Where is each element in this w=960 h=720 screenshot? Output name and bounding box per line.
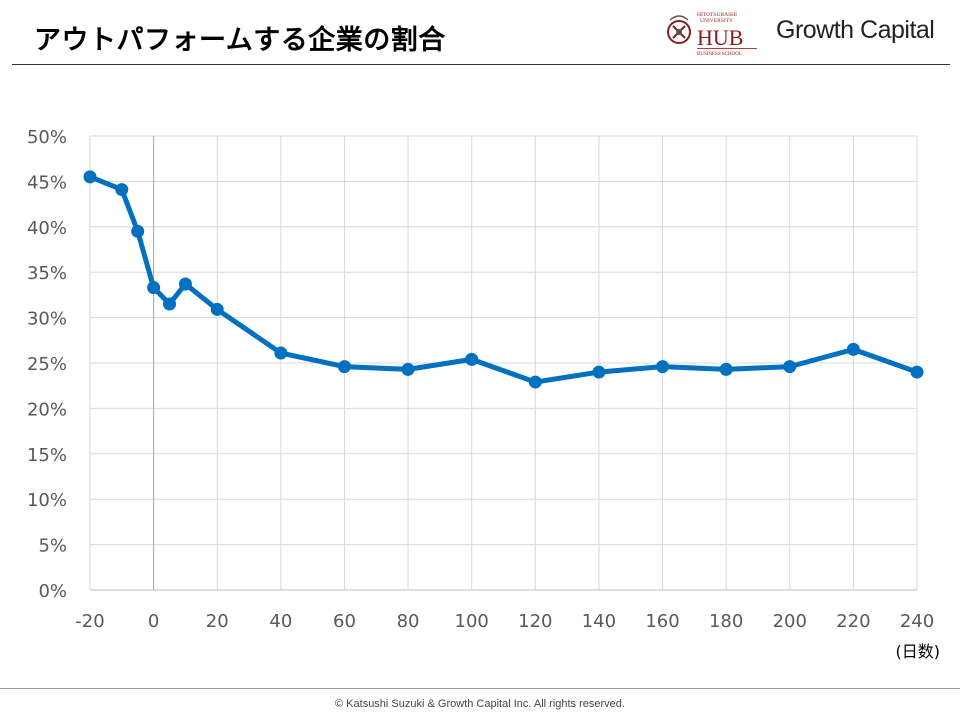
data-point bbox=[210, 302, 224, 316]
data-point bbox=[846, 342, 860, 356]
y-tick-label: 45% bbox=[27, 172, 67, 193]
hub-logo-school: BUSINESS SCHOOL bbox=[697, 52, 742, 57]
series-line bbox=[89, 174, 918, 385]
data-point bbox=[274, 346, 288, 360]
data-point bbox=[163, 297, 177, 311]
crest-icon bbox=[667, 15, 691, 44]
x-tick-label: 100 bbox=[455, 611, 489, 632]
chart-series bbox=[83, 170, 924, 389]
copyright-notice: © Katsushi Suzuki & Growth Capital Inc. … bbox=[335, 698, 625, 710]
line-chart: 0% 5% 10% 15% 20% 25% 30% 35% 40% 45% 50% -20 0 20 40 6… bbox=[27, 127, 941, 661]
y-tick-label: 40% bbox=[27, 218, 67, 239]
footer-divider bbox=[0, 688, 960, 689]
data-point bbox=[131, 224, 145, 238]
x-tick-label: 20 bbox=[206, 611, 229, 632]
x-tick-label: -20 bbox=[75, 611, 104, 632]
y-tick-label: 30% bbox=[27, 309, 67, 330]
data-point bbox=[115, 183, 129, 197]
x-tick-label: 160 bbox=[645, 611, 679, 632]
page-title: アウトパフォームする企業の割合 bbox=[34, 25, 446, 56]
hub-logo-line1: HITOTSUBASHI bbox=[697, 12, 737, 18]
y-tick-label: 10% bbox=[27, 490, 67, 511]
x-tick-label: 80 bbox=[397, 611, 420, 632]
y-tick-label: 20% bbox=[27, 399, 67, 420]
x-tick-label: 220 bbox=[836, 611, 870, 632]
data-point bbox=[528, 375, 542, 389]
x-tick-label: 200 bbox=[773, 611, 807, 632]
data-point bbox=[465, 352, 479, 366]
data-point bbox=[401, 362, 415, 376]
data-point bbox=[719, 362, 733, 376]
x-tick-label: 40 bbox=[269, 611, 292, 632]
chart-axes: 0% 5% 10% 15% 20% 25% 30% 35% 40% 45% 50% -20 0 20 40 6… bbox=[27, 127, 934, 632]
x-axis-label: (日数) bbox=[896, 642, 941, 661]
y-tick-label: 15% bbox=[27, 445, 67, 466]
data-point bbox=[83, 170, 97, 184]
x-tick-label: 60 bbox=[333, 611, 356, 632]
x-tick-label: 120 bbox=[518, 611, 552, 632]
growth-capital-logo: Growth Capital bbox=[776, 16, 935, 44]
x-tick-label: 180 bbox=[709, 611, 743, 632]
hub-logo: HITOTSUBASHI UNIVERSITY HUB BUSINESS SCH… bbox=[667, 12, 757, 57]
data-point bbox=[178, 277, 192, 291]
data-point bbox=[592, 365, 606, 379]
data-point bbox=[656, 360, 670, 374]
data-point bbox=[147, 281, 161, 295]
data-point bbox=[910, 365, 924, 379]
y-tick-label: 35% bbox=[27, 263, 67, 284]
data-point bbox=[337, 360, 351, 374]
y-tick-label: 50% bbox=[27, 127, 67, 148]
hub-logo-line2: UNIVERSITY bbox=[700, 18, 733, 24]
data-point bbox=[783, 360, 797, 374]
y-tick-label: 5% bbox=[38, 536, 67, 557]
y-tick-label: 0% bbox=[38, 581, 67, 602]
hub-logo-name: HUB bbox=[697, 25, 743, 50]
x-tick-label: 240 bbox=[900, 611, 934, 632]
header-divider bbox=[12, 64, 950, 65]
y-tick-label: 25% bbox=[27, 354, 67, 375]
x-tick-label: 140 bbox=[582, 611, 616, 632]
x-tick-label: 0 bbox=[148, 611, 159, 632]
